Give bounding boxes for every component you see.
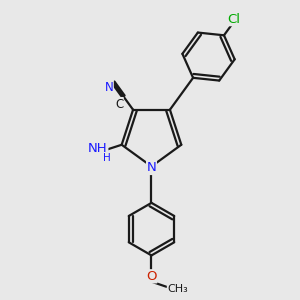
Text: N: N — [147, 161, 156, 174]
Text: CH₃: CH₃ — [167, 284, 188, 294]
Text: NH: NH — [88, 142, 108, 154]
Text: H: H — [103, 153, 111, 163]
Text: C: C — [115, 98, 123, 111]
Text: O: O — [146, 270, 157, 283]
Text: Cl: Cl — [227, 13, 240, 26]
Text: N: N — [104, 81, 113, 94]
